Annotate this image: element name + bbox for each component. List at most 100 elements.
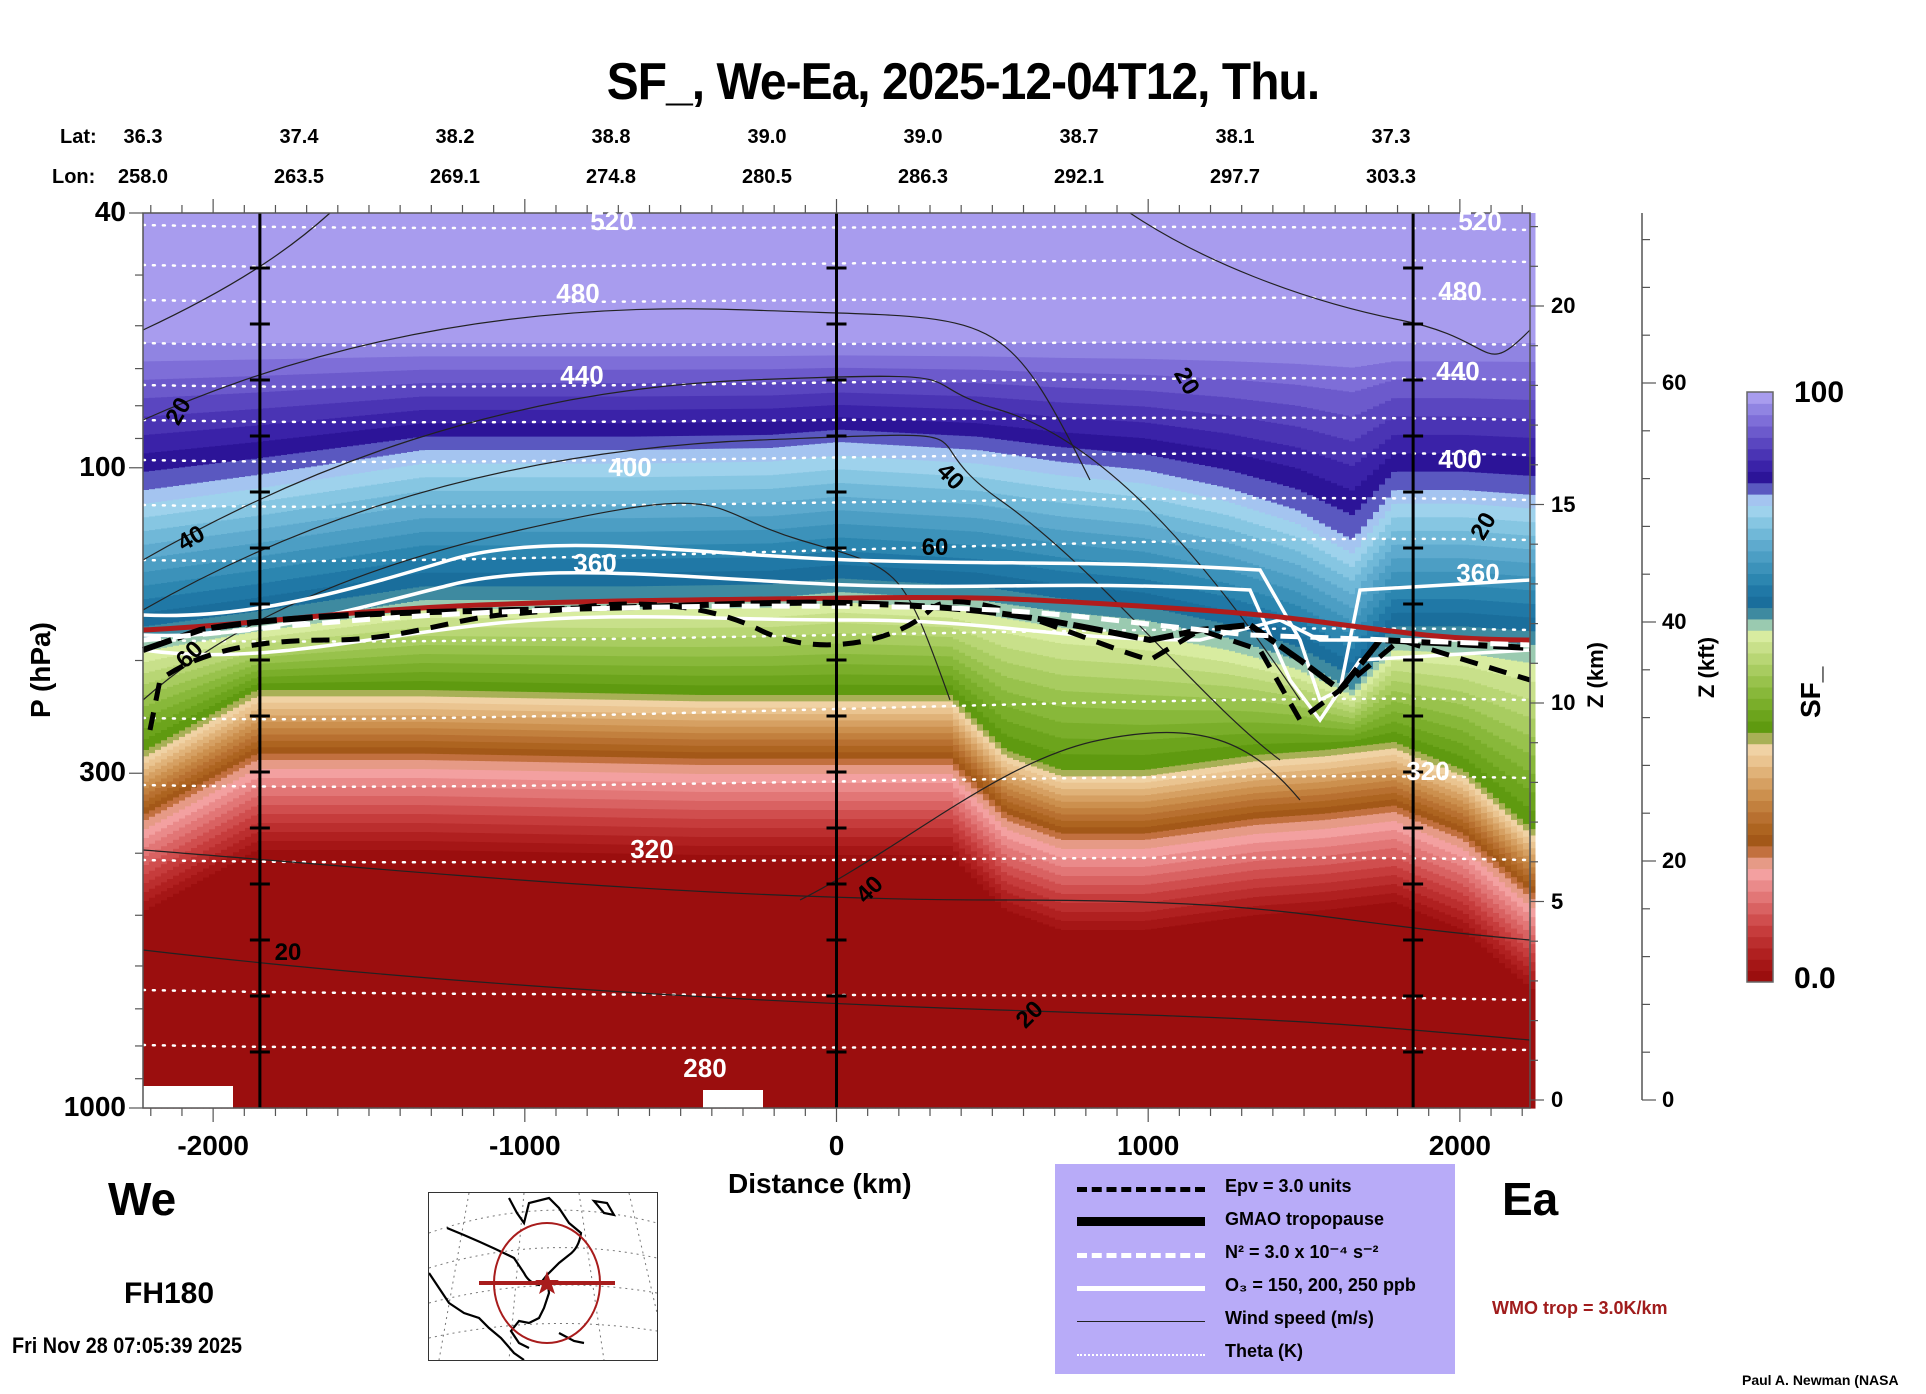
colorbar-band — [1747, 879, 1773, 892]
colorbar-band — [1747, 947, 1773, 960]
colorbar-band — [1747, 811, 1773, 824]
legend-swatch — [1077, 1217, 1205, 1226]
legend-swatch — [1077, 1321, 1205, 1322]
theta-label: 320 — [1406, 756, 1449, 786]
colorbar-band — [1747, 800, 1773, 813]
z-km-tick-label: 0 — [1551, 1087, 1564, 1112]
legend-label: Wind speed (m/s) — [1225, 1308, 1374, 1328]
lat-value: 36.3 — [123, 126, 163, 148]
lon-value: 274.8 — [585, 166, 637, 188]
colorbar-frame — [1746, 391, 1774, 983]
colorbar-band — [1747, 709, 1773, 722]
theta-label: 440 — [560, 360, 603, 390]
colorbar-band — [1747, 789, 1773, 801]
colorbar-band — [1747, 482, 1773, 495]
theta-label: 480 — [556, 278, 599, 308]
lat-value: 38.1 — [1215, 126, 1255, 148]
lat-value: 37.4 — [279, 126, 319, 148]
x-tick-label: 1000 — [1117, 1130, 1180, 1161]
theta-line — [141, 223, 1532, 232]
colorbar-band — [1747, 618, 1773, 631]
colorbar-band — [1747, 539, 1773, 552]
legend-label: O₃ = 150, 200, 250 ppb — [1225, 1275, 1416, 1295]
colorbar-band — [1747, 698, 1773, 711]
colorbar-band — [1747, 857, 1773, 870]
legend-item: Theta (K) — [1055, 1337, 1455, 1369]
legend-item: Wind speed (m/s) — [1055, 1304, 1455, 1336]
colorbar-band — [1747, 902, 1773, 915]
z-kft-tick-label: 60 — [1662, 370, 1687, 395]
y-tick-label: 1000 — [63, 1091, 126, 1122]
colorbar-band — [1747, 573, 1773, 586]
theta-line — [141, 1043, 1532, 1052]
y-tick-label: 300 — [79, 756, 126, 788]
lon-value: 280.5 — [741, 166, 793, 188]
lon-value: 258.0 — [117, 166, 169, 188]
colorbar-band — [1747, 505, 1773, 518]
colorbar-band — [1747, 823, 1773, 835]
theta-line — [141, 775, 1532, 788]
theta-label: 360 — [573, 548, 616, 578]
wind-speed-contour — [142, 375, 1301, 701]
theta-label: 520 — [590, 206, 633, 236]
colorbar-band — [1747, 437, 1773, 450]
colorbar-band — [1747, 913, 1773, 926]
legend-item: Epv = 3.0 units — [1055, 1172, 1455, 1204]
terrain-gap — [703, 1090, 763, 1108]
wind-speed-contour — [142, 434, 1281, 761]
legend-box: Epv = 3.0 units GMAO tropopause N² = 3.0 x… — [1055, 1164, 1455, 1374]
lon-value: 303.3 — [1365, 166, 1417, 188]
wind-speed-contour — [142, 308, 1091, 481]
wind-speed-contour — [799, 731, 1301, 901]
theta-label: 360 — [1456, 558, 1499, 588]
n2-contour — [142, 603, 1531, 648]
colorbar-band — [1747, 766, 1773, 779]
ozone-contour — [142, 614, 1530, 657]
z-kft-tick-label: 40 — [1662, 609, 1687, 634]
z-kft-tick-label: 20 — [1662, 848, 1687, 873]
colorbar-band — [1747, 562, 1773, 575]
wmo-tropopause-annotation: WMO trop = 3.0K/km — [1492, 1298, 1668, 1318]
theta-line — [141, 341, 1532, 347]
lon-value: 297.7 — [1209, 166, 1261, 188]
legend-label: N² = 3.0 x 10⁻⁴ s⁻² — [1225, 1242, 1379, 1262]
colorbar-band — [1747, 596, 1773, 609]
colorbar-band — [1747, 891, 1773, 904]
colorbar-band — [1747, 607, 1773, 620]
legend-label: Theta (K) — [1225, 1341, 1303, 1361]
wind-speed-contour — [142, 212, 331, 331]
theta-line — [141, 697, 1532, 721]
colorbar-max-label: 100 — [1794, 376, 1845, 409]
legend-label: Epv = 3.0 units — [1225, 1176, 1352, 1196]
lat-value: 38.7 — [1059, 126, 1099, 148]
forecast-hour-label: FH180 — [124, 1277, 215, 1310]
colorbar-band — [1747, 652, 1773, 665]
epv-contour — [147, 599, 1531, 731]
theta-label: 320 — [630, 834, 673, 864]
credit-label: Paul A. Newman (NASA — [1742, 1372, 1899, 1388]
colorbar-band — [1747, 403, 1773, 416]
x-axis-title: Distance (km) — [728, 1168, 912, 1199]
colorbar-band — [1747, 641, 1773, 654]
colorbar-min-label: 0.0 — [1794, 962, 1836, 995]
gmao-tropopause-line — [142, 599, 1531, 695]
center-star-icon — [535, 1271, 559, 1294]
z-km-tick-label: 10 — [1551, 690, 1576, 715]
theta-label: 400 — [1438, 444, 1481, 474]
theta-line — [141, 376, 1532, 389]
legend-swatch — [1077, 1354, 1205, 1356]
wind-speed-label: 60 — [922, 534, 949, 561]
colorbar-band — [1747, 755, 1773, 767]
colorbar-band — [1747, 687, 1773, 699]
x-tick-label: 2000 — [1428, 1130, 1492, 1161]
theta-label: 400 — [608, 452, 651, 482]
chart-title: SF_, We-Ea, 2025-12-04T12, Thu. — [606, 53, 1320, 111]
lat-value: 39.0 — [747, 126, 787, 148]
colorbar-band — [1747, 460, 1773, 472]
z-kft-axis-title: Z (kft) — [1694, 636, 1719, 698]
colorbar-band — [1747, 550, 1773, 563]
colorbar-band — [1747, 471, 1773, 484]
lon-value: 292.1 — [1053, 166, 1105, 188]
colorbar-band — [1747, 721, 1773, 733]
z-km-axis-title: Z (km) — [1583, 642, 1608, 708]
